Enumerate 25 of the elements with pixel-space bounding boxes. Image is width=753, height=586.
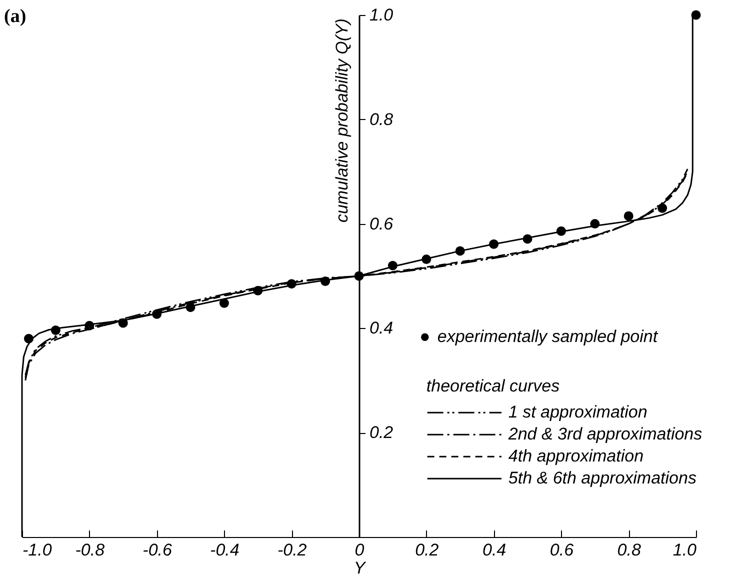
x-tick-label: 0.4 xyxy=(482,540,506,560)
x-tick-label: -0.8 xyxy=(75,540,106,560)
y-tick-label: 0.4 xyxy=(370,318,394,338)
x-tick-label: -0.4 xyxy=(210,540,240,560)
x-tick-label: -1.0 xyxy=(22,540,52,560)
x-tick-label: 1.0 xyxy=(672,540,698,560)
x-tick-label: -0.6 xyxy=(142,540,172,560)
legend-label: 4th approximation xyxy=(508,446,644,466)
legend-label: 2nd & 3rd approximations xyxy=(507,424,703,444)
x-tick-label: 0 xyxy=(354,540,365,560)
legend-label: 5th & 6th approximations xyxy=(508,468,697,488)
y-tick-label: 0.2 xyxy=(370,423,394,442)
x-tick-label: -0.2 xyxy=(277,540,308,560)
y-tick-label: 1.0 xyxy=(370,6,394,24)
x-tick-label: 0.6 xyxy=(550,540,574,560)
legend-title: theoretical curves xyxy=(426,376,560,396)
y-tick-label: 0.8 xyxy=(370,110,394,129)
x-tick-label: 0.2 xyxy=(415,540,440,560)
annotation: (a) xyxy=(4,6,26,27)
legend-label: 1 st approximation xyxy=(508,402,648,422)
legend-label: experimentally sampled point xyxy=(437,327,659,346)
x-axis-title: Y xyxy=(354,558,367,578)
y-axis-title: cumulative probability Q(Y) xyxy=(332,18,352,223)
x-tick-label: 0.8 xyxy=(617,540,642,560)
y-tick-label: 0.6 xyxy=(370,214,394,234)
